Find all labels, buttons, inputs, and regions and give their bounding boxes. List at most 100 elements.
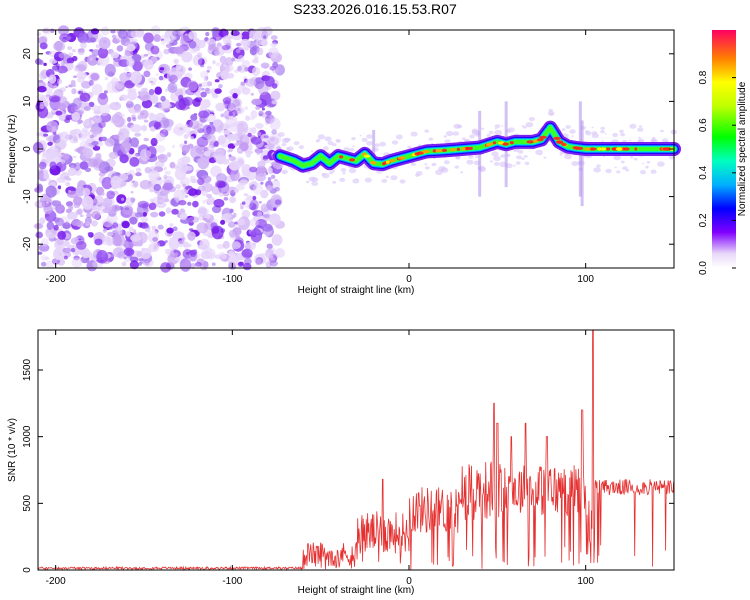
- noise-blob: [216, 243, 225, 250]
- noise-blob: [226, 133, 239, 141]
- noise-blob: [47, 178, 51, 182]
- noise-blob: [164, 198, 170, 203]
- noise-blob: [143, 59, 154, 70]
- noise-blob: [144, 261, 150, 266]
- halo-blob: [281, 143, 287, 147]
- halo-blob: [395, 134, 403, 140]
- noise-blob: [64, 118, 71, 124]
- noise-blob: [48, 74, 57, 84]
- noise-blob: [111, 113, 121, 124]
- halo-blob: [614, 166, 617, 169]
- noise-blob: [249, 33, 254, 38]
- halo-blob: [469, 134, 475, 139]
- noise-blob: [244, 67, 249, 72]
- halo-blob: [445, 130, 454, 137]
- noise-blob: [71, 48, 76, 53]
- noise-blob: [243, 193, 249, 197]
- noise-blob: [188, 188, 198, 196]
- halo-blob: [488, 130, 494, 135]
- noise-blob: [211, 185, 222, 196]
- noise-blob: [119, 72, 131, 83]
- noise-blob: [206, 69, 210, 73]
- noise-blob: [235, 235, 241, 240]
- noise-blob: [211, 225, 224, 240]
- halo-blob: [336, 139, 340, 142]
- halo-blob: [310, 150, 314, 153]
- noise-blob: [250, 136, 262, 145]
- noise-blob: [55, 63, 60, 68]
- noise-blob: [35, 231, 43, 239]
- halo-blob: [517, 149, 524, 154]
- halo-blob: [352, 178, 360, 184]
- noise-blob: [241, 209, 251, 219]
- halo-blob: [613, 154, 621, 161]
- noise-blob: [184, 195, 188, 198]
- noise-blob: [51, 112, 56, 115]
- halo-blob: [298, 145, 305, 150]
- hot-spot: [634, 147, 638, 151]
- noise-blob: [215, 62, 221, 67]
- noise-blob: [233, 98, 242, 109]
- noise-blob: [124, 66, 129, 72]
- noise-blob: [177, 99, 184, 106]
- noise-blob: [257, 82, 269, 96]
- noise-blob: [222, 191, 230, 197]
- noise-blob: [229, 88, 242, 97]
- halo-blob: [366, 134, 373, 139]
- halo-blob: [629, 139, 632, 142]
- noise-blob: [255, 173, 266, 182]
- halo-blob: [454, 165, 460, 169]
- noise-blob: [225, 214, 232, 219]
- noise-blob: [164, 240, 168, 243]
- noise-blob: [91, 141, 99, 146]
- noise-blob: [143, 119, 149, 123]
- noise-blob: [174, 257, 180, 262]
- noise-blob: [104, 63, 116, 77]
- noise-blob: [154, 145, 166, 153]
- noise-blob: [125, 231, 131, 237]
- noise-blob: [60, 60, 66, 66]
- y-tick-label: 1500: [22, 358, 33, 381]
- noise-blob: [156, 117, 162, 121]
- noise-blob: [257, 131, 262, 137]
- noise-blob: [247, 132, 252, 138]
- noise-blob: [160, 39, 166, 45]
- noise-blob: [269, 172, 273, 175]
- snr-x-label: Height of straight line (km): [298, 585, 415, 596]
- noise-blob: [65, 181, 71, 187]
- spectrogram-ridge: [273, 101, 681, 207]
- noise-blob: [59, 131, 70, 143]
- noise-blob: [53, 41, 66, 52]
- noise-blob: [81, 147, 94, 158]
- noise-blob: [130, 137, 140, 148]
- noise-blob: [110, 175, 122, 189]
- noise-blob: [91, 115, 102, 124]
- noise-blob: [115, 83, 123, 90]
- noise-blob: [274, 178, 278, 181]
- noise-blob: [205, 31, 210, 37]
- noise-blob: [136, 250, 143, 258]
- noise-blob: [76, 240, 87, 250]
- halo-blob: [522, 125, 527, 129]
- hot-spot: [441, 148, 448, 152]
- noise-blob: [200, 81, 209, 88]
- halo-blob: [525, 122, 534, 128]
- noise-blob: [77, 49, 85, 55]
- noise-blob: [84, 167, 92, 173]
- noise-blob: [166, 152, 172, 158]
- noise-blob: [104, 137, 115, 147]
- noise-blob: [178, 200, 187, 206]
- noise-blob: [56, 258, 66, 266]
- noise-blob: [233, 143, 239, 147]
- halo-blob: [481, 127, 485, 130]
- snr-y-ticks: 0 500 1000 1500: [22, 358, 674, 573]
- halo-blob: [418, 144, 422, 147]
- noise-blob: [53, 85, 58, 89]
- halo-blob: [327, 140, 334, 146]
- halo-blob: [620, 132, 626, 137]
- noise-blob: [245, 115, 251, 121]
- noise-blob: [70, 247, 76, 253]
- noise-blob: [266, 185, 273, 191]
- noise-blob: [62, 222, 71, 230]
- noise-blob: [263, 155, 269, 160]
